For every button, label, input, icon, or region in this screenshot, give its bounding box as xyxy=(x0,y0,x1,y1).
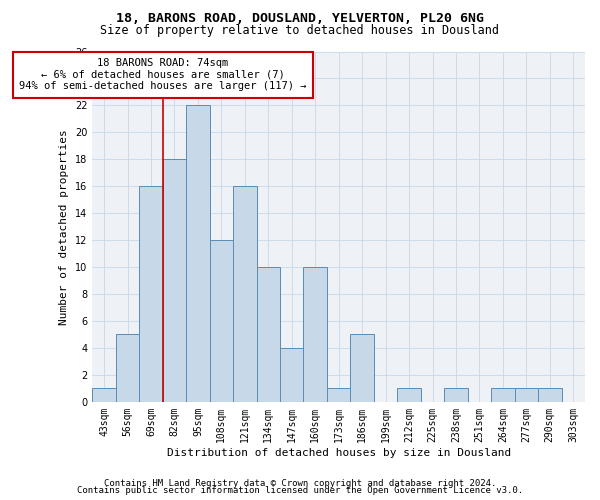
Text: 18, BARONS ROAD, DOUSLAND, YELVERTON, PL20 6NG: 18, BARONS ROAD, DOUSLAND, YELVERTON, PL… xyxy=(116,12,484,26)
Bar xyxy=(304,267,327,402)
Bar xyxy=(397,388,421,402)
Bar xyxy=(92,388,116,402)
Bar xyxy=(139,186,163,402)
Bar xyxy=(163,160,186,402)
Bar xyxy=(491,388,515,402)
Bar xyxy=(257,267,280,402)
Bar xyxy=(350,334,374,402)
Bar xyxy=(280,348,304,402)
X-axis label: Distribution of detached houses by size in Dousland: Distribution of detached houses by size … xyxy=(167,448,511,458)
Bar xyxy=(327,388,350,402)
Bar xyxy=(116,334,139,402)
Bar xyxy=(538,388,562,402)
Text: 18 BARONS ROAD: 74sqm
← 6% of detached houses are smaller (7)
94% of semi-detach: 18 BARONS ROAD: 74sqm ← 6% of detached h… xyxy=(19,58,307,92)
Text: Contains HM Land Registry data © Crown copyright and database right 2024.: Contains HM Land Registry data © Crown c… xyxy=(104,478,496,488)
Bar xyxy=(444,388,467,402)
Bar xyxy=(186,106,209,402)
Bar xyxy=(209,240,233,402)
Bar xyxy=(233,186,257,402)
Text: Size of property relative to detached houses in Dousland: Size of property relative to detached ho… xyxy=(101,24,499,37)
Bar xyxy=(515,388,538,402)
Y-axis label: Number of detached properties: Number of detached properties xyxy=(59,129,70,324)
Text: Contains public sector information licensed under the Open Government Licence v3: Contains public sector information licen… xyxy=(77,486,523,495)
